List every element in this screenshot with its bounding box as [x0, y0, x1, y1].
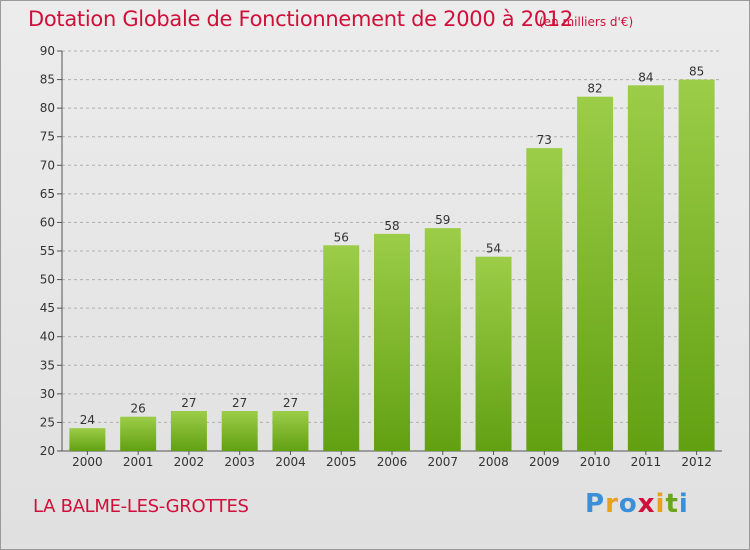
bar [374, 233, 410, 451]
x-tick-label: 2008 [478, 455, 509, 469]
x-tick-labels: 2000 2001 2002 2003 2004 2005 2006 2007 2008 2009… [72, 451, 712, 469]
x-tick-label: 2009 [529, 455, 560, 469]
y-tick-label: 60 [40, 215, 55, 229]
x-tick-label: 2012 [681, 455, 712, 469]
bar [475, 256, 512, 451]
bar [526, 148, 563, 451]
logo-letter: x [637, 489, 656, 519]
bar-value-label: 85 [689, 65, 704, 79]
x-tick-label: 2000 [72, 455, 103, 469]
bar [323, 245, 360, 451]
y-tick-labels: 20 25 30 35 40 45 50 55 60 65 70 75 80 85 90 [40, 44, 55, 458]
bar-value-label: 26 [131, 402, 146, 416]
bar [678, 79, 715, 452]
bar-value-label: 27 [283, 396, 298, 410]
bar-value-label: 24 [80, 413, 95, 427]
logo-letter: i [678, 489, 689, 519]
y-tick-label: 50 [40, 273, 55, 287]
y-tick-label: 35 [40, 358, 55, 372]
bar-value-label: 27 [232, 396, 247, 410]
x-tick-label: 2002 [174, 455, 205, 469]
x-tick-label: 2003 [224, 455, 255, 469]
bars [69, 79, 715, 452]
logo-letter: r [605, 489, 619, 519]
y-tick-label: 20 [40, 444, 55, 458]
bar-value-label: 73 [537, 133, 552, 147]
bar-value-label: 58 [384, 219, 399, 233]
bar [120, 416, 157, 451]
x-tick-label: 2005 [326, 455, 357, 469]
bar [577, 96, 614, 451]
logo-letter: o [618, 489, 638, 519]
y-tick-label: 80 [40, 101, 55, 115]
logo-letter: t [665, 489, 679, 519]
bar-value-label: 82 [587, 82, 602, 96]
bar [424, 228, 461, 451]
x-tick-label: 2007 [427, 455, 458, 469]
y-tick-label: 30 [40, 387, 55, 401]
bar [69, 428, 106, 451]
chart-title: Dotation Globale de Fonctionnement de 20… [28, 7, 573, 31]
y-tick-label: 25 [40, 415, 55, 429]
commune-name: LA BALME-LES-GROTTES [33, 496, 249, 517]
y-tick-label: 85 [40, 73, 55, 87]
bar-value-label: 54 [486, 242, 501, 256]
logo-letter: i [655, 489, 666, 519]
y-tick-label: 65 [40, 187, 55, 201]
x-tick-label: 2011 [631, 455, 662, 469]
bar-value-label: 27 [181, 396, 196, 410]
bar [170, 411, 207, 451]
data-labels: 24 26 27 27 27 56 58 59 54 73 82 84 85 [80, 65, 705, 428]
units-label: (en milliers d'€) [539, 15, 634, 29]
y-tick-label: 45 [40, 301, 55, 315]
y-tick-label: 40 [40, 330, 55, 344]
bar [221, 411, 258, 451]
bar [627, 85, 664, 452]
logo-letter: P [585, 489, 606, 519]
x-tick-label: 2006 [377, 455, 408, 469]
y-tick-label: 90 [40, 44, 55, 58]
x-tick-label: 2001 [123, 455, 154, 469]
y-tick-label: 75 [40, 130, 55, 144]
y-tick-label: 55 [40, 244, 55, 258]
x-tick-label: 2010 [580, 455, 611, 469]
proxiti-logo[interactable]: Proxiti [585, 489, 689, 519]
bar-value-label: 59 [435, 213, 450, 227]
x-tick-label: 2004 [275, 455, 306, 469]
y-tick-label: 70 [40, 158, 55, 172]
bar [272, 411, 309, 451]
bar-value-label: 56 [334, 230, 349, 244]
bar-value-label: 84 [638, 70, 653, 84]
